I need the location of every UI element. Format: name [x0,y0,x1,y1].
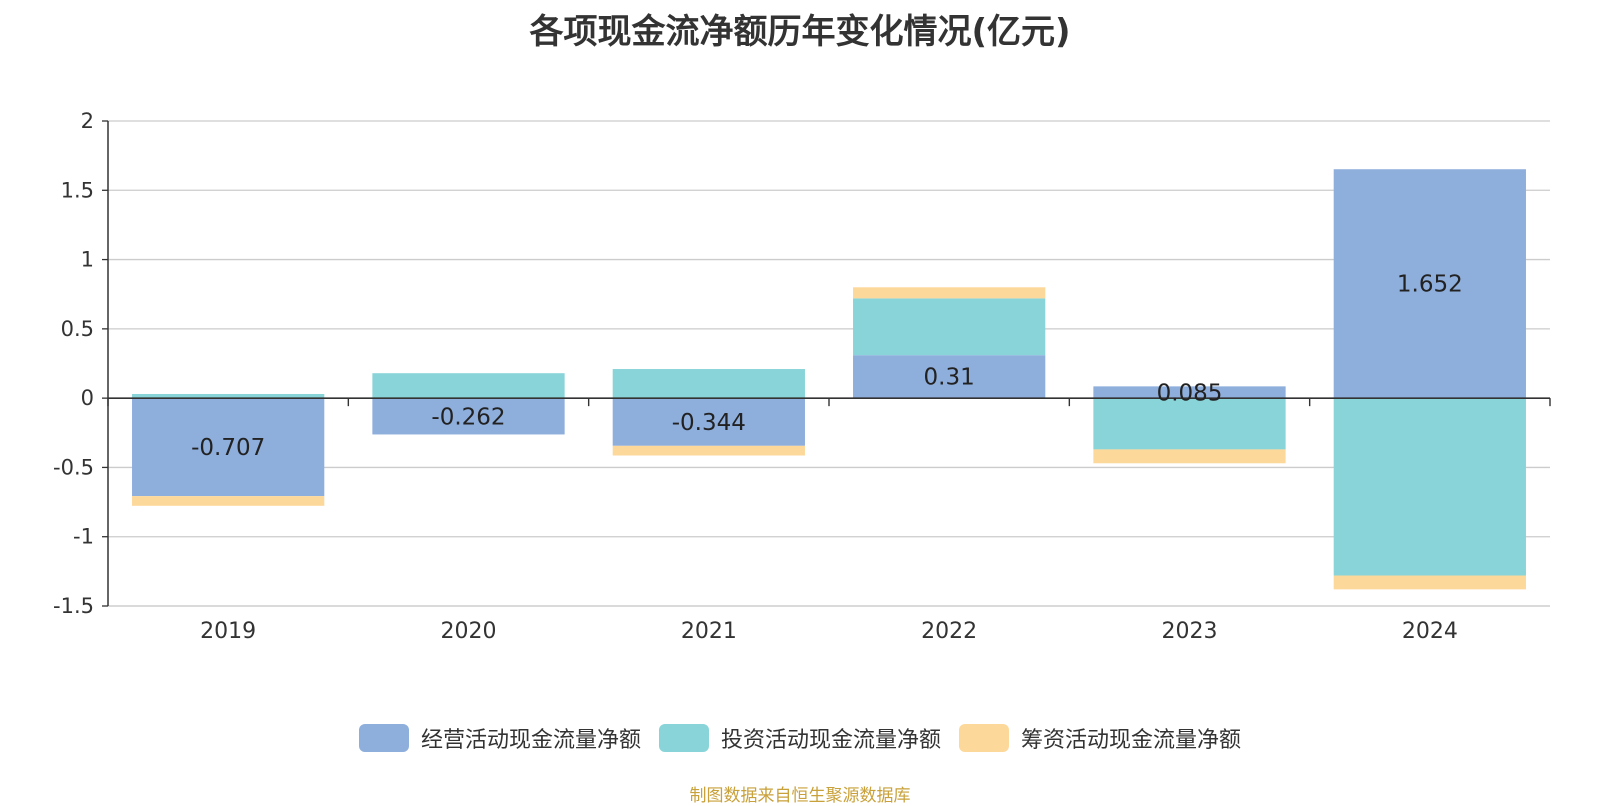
bar-segment[interactable] [853,298,1046,356]
bar-segment[interactable] [1093,386,1286,399]
legend: 经营活动现金流量净额 投资活动现金流量净额 筹资活动现金流量净额 [0,722,1600,754]
legend-swatch-operating [358,724,409,752]
legend-item-investing[interactable]: 投资活动现金流量净额 [658,722,941,754]
bars [132,169,1526,590]
bar-segment[interactable] [1093,398,1286,450]
bar-segment[interactable] [372,398,565,435]
data-label: -0.262 [431,404,505,430]
bar-segment[interactable] [612,369,805,399]
data-label: -0.707 [191,435,265,461]
y-tick-label: 0.5 [61,317,94,341]
y-tick-label: 1 [81,248,94,272]
data-label: 0.085 [1157,380,1223,406]
bar-segment[interactable] [1093,449,1286,464]
bar-segment[interactable] [1333,575,1526,590]
x-tick-label: 2019 [200,619,256,644]
bar-segment[interactable] [1333,398,1526,576]
chart-title: 各项现金流净额历年变化情况(亿元) [529,12,1071,52]
legend-swatch-investing [658,724,709,752]
bar-segment[interactable] [1333,169,1526,399]
data-labels: -0.707 -0.262 -0.344 0.31 0.085 1.652 [191,272,1463,461]
axes: 2 1.5 1 0.5 0 -0.5 -1 -1.5 2019 2020 2021 2022 2023 2… [53,109,1551,644]
y-tick-label: 1.5 [61,178,94,202]
data-source: 制图数据来自恒生聚源数据库 [689,786,911,806]
x-tick-label: 2022 [921,619,977,644]
legend-swatch-financing [959,724,1009,752]
x-tick-label: 2020 [441,619,497,644]
data-label: 1.652 [1397,272,1463,298]
bar-segment[interactable] [372,373,565,399]
y-tick-label: 0 [81,386,94,410]
bar-segment[interactable] [132,496,325,506]
data-label: -0.344 [672,410,746,436]
x-tick-label: 2024 [1402,619,1458,644]
legend-label-investing: 投资活动现金流量净额 [720,728,941,753]
y-tick-label: -1 [73,525,94,549]
y-tick-label: 2 [81,109,94,133]
x-tick-label: 2021 [681,619,737,644]
bar-segment[interactable] [612,398,805,446]
legend-item-operating[interactable]: 经营活动现金流量净额 [358,722,641,754]
y-tick-label: -1.5 [53,594,94,618]
legend-label-operating: 经营活动现金流量净额 [420,728,641,753]
bar-segment[interactable] [853,355,1046,399]
legend-label-financing: 筹资活动现金流量净额 [1021,728,1242,753]
legend-item-financing[interactable]: 筹资活动现金流量净额 [959,722,1241,754]
y-tick-label: -0.5 [53,455,94,479]
x-tick-label: 2023 [1162,619,1218,644]
bar-segment[interactable] [132,398,325,497]
grid-lines [108,120,1550,607]
bar-segment[interactable] [853,287,1046,299]
bar-segment[interactable] [132,393,325,399]
bar-segment[interactable] [612,445,805,456]
data-label: 0.31 [924,365,975,391]
